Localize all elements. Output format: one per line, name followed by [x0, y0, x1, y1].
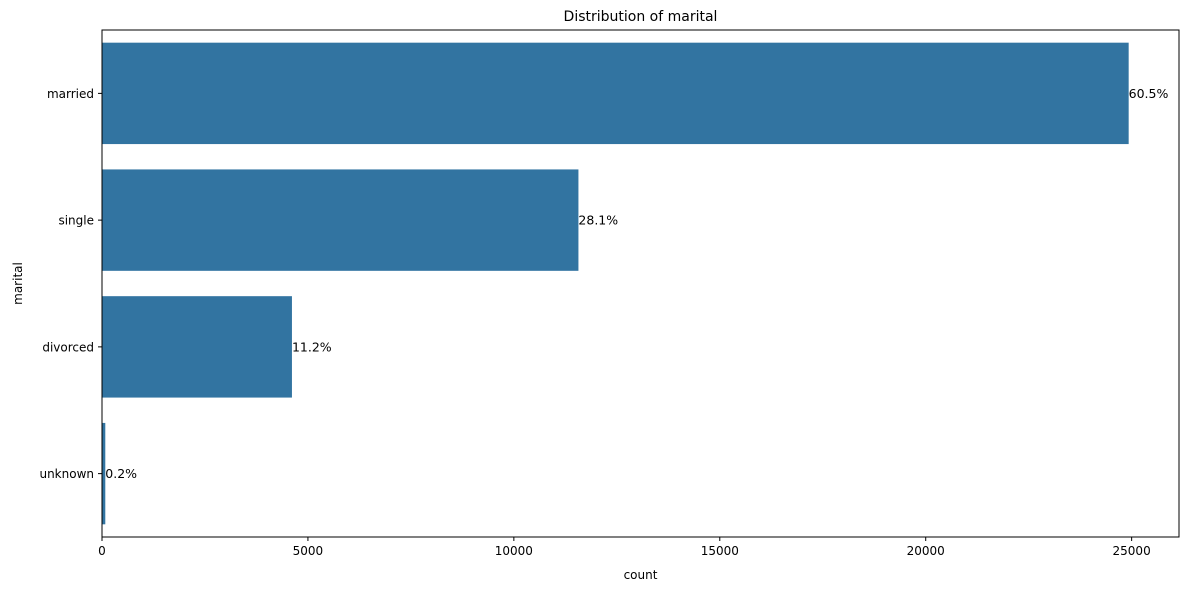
bar-single: [102, 169, 579, 271]
x-tick-label-25000: 25000: [1113, 544, 1151, 558]
x-tick-label-10000: 10000: [495, 544, 533, 558]
x-tick-label-20000: 20000: [907, 544, 945, 558]
y-tick-label-single: single: [58, 214, 94, 228]
x-tick-label-15000: 15000: [701, 544, 739, 558]
y-tick-label-unknown: unknown: [39, 467, 94, 481]
bar-married: [102, 42, 1129, 145]
x-axis-label: count: [624, 568, 658, 582]
data-label-married: 60.5%: [1129, 86, 1169, 101]
x-tick-label-5000: 5000: [293, 544, 324, 558]
y-tick-label-divorced: divorced: [42, 340, 94, 354]
x-tick-label-0: 0: [98, 544, 106, 558]
bar-unknown: [102, 422, 106, 525]
data-label-divorced: 11.2%: [292, 339, 332, 354]
plot-frame: [101, 29, 1180, 538]
y-axis-label: marital: [11, 262, 25, 305]
data-label-single: 28.1%: [578, 213, 618, 228]
ticks-group: married single divorced unknown 0 5000 10000 15…: [39, 87, 1150, 558]
chart-title: Distribution of marital: [564, 9, 718, 25]
y-tick-label-married: married: [47, 87, 94, 101]
bars-group: 60.5% 28.1% 11.2% 0.2%: [102, 42, 1169, 525]
bar-divorced: [102, 296, 292, 398]
data-label-unknown: 0.2%: [105, 466, 137, 481]
